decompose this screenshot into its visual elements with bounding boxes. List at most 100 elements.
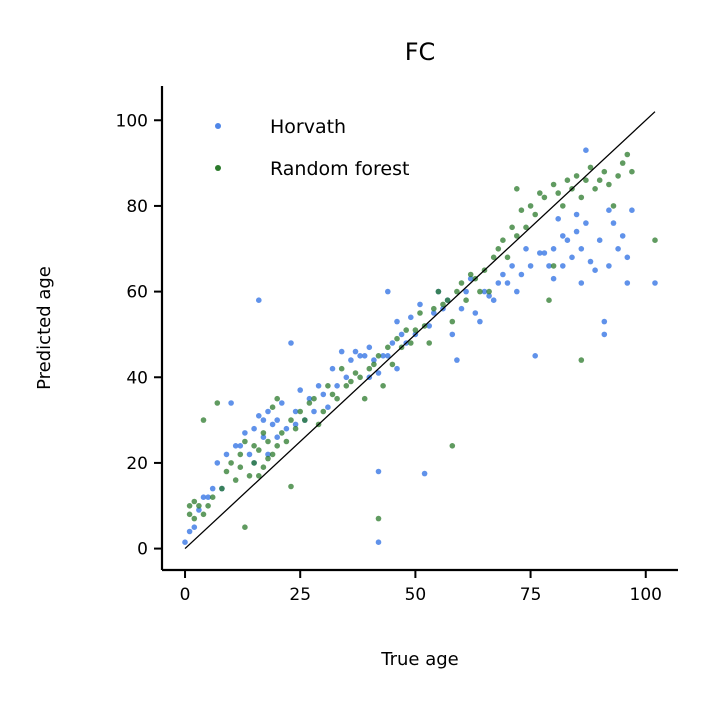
y-tick-label-0: 0 [137,540,148,560]
point-random-forest-32 [283,438,290,445]
point-horvath-20 [260,434,267,441]
point-horvath-57 [394,318,400,325]
point-random-forest-107 [601,168,608,175]
point-random-forest-82 [500,237,506,243]
point-random-forest-13 [232,477,239,483]
point-random-forest-19 [251,460,257,466]
point-horvath-14 [246,451,253,458]
point-random-forest-80 [490,254,497,261]
point-horvath-89 [541,250,548,256]
point-random-forest-109 [610,203,617,209]
point-horvath-37 [325,404,331,411]
point-horvath-114 [624,254,631,261]
point-horvath-85 [523,246,529,252]
point-horvath-83 [514,288,520,295]
point-horvath-76 [481,288,488,295]
point-random-forest-4 [196,503,202,509]
point-random-forest-103 [583,177,589,183]
point-horvath-58 [398,331,405,338]
point-random-forest-86 [514,233,520,239]
point-random-forest-36 [297,408,304,415]
point-horvath-88 [537,250,543,256]
point-random-forest-113 [629,168,635,175]
chart-title: FC [405,38,436,66]
point-horvath-0 [182,539,188,545]
point-random-forest-58 [394,335,400,342]
x-ticks: 0 25 50 75 100 [180,570,662,605]
point-random-forest-67 [435,288,442,295]
point-horvath-4 [200,494,207,501]
point-horvath-69 [449,331,456,338]
point-random-forest-26 [265,438,271,445]
point-random-forest-49 [357,374,363,381]
point-random-forest-46 [343,383,350,389]
point-random-forest-2 [191,515,198,522]
point-random-forest-54 [375,353,382,359]
point-horvath-72 [463,288,469,295]
point-random-forest-51 [366,365,373,372]
point-random-forest-31 [279,430,285,436]
point-random-forest-97 [560,203,566,209]
point-horvath-19 [260,417,267,423]
point-horvath-82 [509,263,515,269]
point-random-forest-16 [242,524,248,530]
point-horvath-23 [269,421,276,428]
point-horvath-44 [357,353,363,359]
point-horvath-3 [196,507,202,513]
point-horvath-2 [191,524,198,530]
identity-reference-line [184,111,656,550]
y-tick-label-20: 20 [126,454,148,474]
point-random-forest-41 [320,408,327,415]
point-horvath-41 [343,374,350,381]
point-random-forest-100 [573,173,580,179]
point-random-forest-52 [371,361,377,368]
point-horvath-86 [527,263,534,269]
point-horvath-50 [375,468,382,475]
point-horvath-65 [431,310,437,316]
point-horvath-60 [408,314,414,321]
point-random-forest-11 [223,468,230,475]
point-random-forest-89 [527,203,534,209]
point-horvath-91 [550,246,557,252]
point-random-forest-21 [255,473,262,479]
point-random-forest-22 [255,447,262,453]
point-random-forest-72 [454,288,460,295]
point-horvath-7 [214,460,221,466]
point-random-forest-102 [578,357,585,363]
x-tick-label-100: 100 [630,585,662,605]
point-horvath-100 [578,246,585,252]
legend-marker-random-forest [215,165,221,171]
point-horvath-53 [385,288,391,295]
point-horvath-5 [205,494,211,501]
point-horvath-42 [348,357,354,363]
point-random-forest-84 [509,224,515,231]
point-random-forest-25 [265,455,271,462]
point-random-forest-18 [246,473,253,479]
point-horvath-29 [292,408,299,415]
point-horvath-39 [334,383,340,389]
point-random-forest-88 [523,224,529,231]
point-random-forest-9 [214,400,221,406]
point-horvath-45 [361,353,368,359]
point-random-forest-43 [329,391,336,398]
y-ticks: 0 20 40 60 80 100 [116,111,162,560]
point-random-forest-38 [306,400,313,406]
point-random-forest-108 [606,181,612,188]
point-random-forest-5 [200,511,207,518]
point-random-forest-7 [205,503,211,509]
point-random-forest-83 [504,254,511,261]
point-random-forest-61 [408,340,414,346]
y-axis-label: Predicted age [34,266,55,390]
point-horvath-43 [352,348,359,355]
point-random-forest-15 [237,464,244,471]
point-horvath-35 [315,383,322,389]
point-random-forest-79 [486,288,492,295]
legend-marker-horvath [215,123,221,129]
point-horvath-27 [283,425,290,432]
point-horvath-95 [560,263,566,269]
point-random-forest-50 [361,395,368,402]
point-horvath-79 [495,280,502,286]
point-random-forest-101 [578,194,585,201]
point-random-forest-96 [555,190,561,196]
